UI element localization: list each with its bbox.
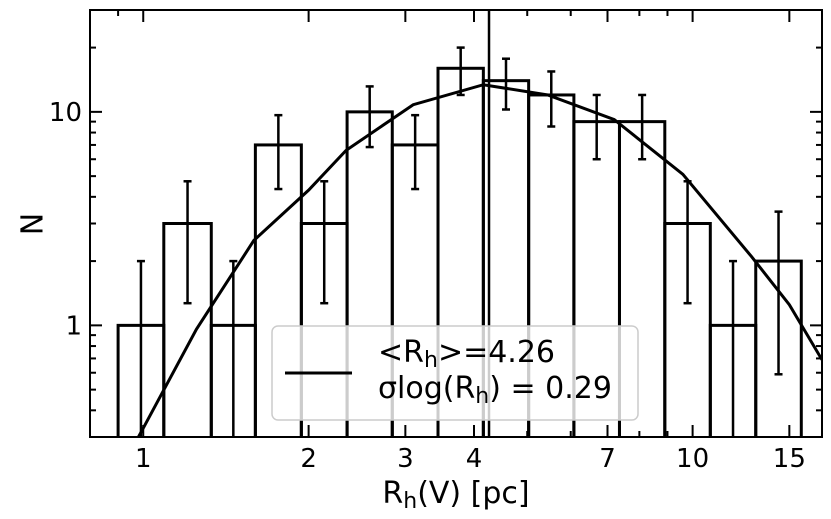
error-bar bbox=[136, 259, 145, 437]
plot-area bbox=[116, 10, 822, 437]
legend-sub: h bbox=[475, 384, 489, 409]
legend-part: σlog(R bbox=[378, 371, 475, 406]
error-bar bbox=[729, 259, 738, 437]
y-tick-label: 10 bbox=[49, 98, 82, 128]
y-axis-label: N bbox=[16, 213, 51, 235]
legend-text: <Rh>=4.26 bbox=[378, 335, 555, 373]
error-bar bbox=[365, 85, 374, 149]
legend: <Rh>=4.26 σlog(Rh) = 0.29 bbox=[271, 325, 639, 421]
error-bar bbox=[456, 46, 465, 97]
error-bar bbox=[638, 93, 647, 161]
error-bar bbox=[229, 259, 238, 437]
legend-part: <R bbox=[378, 335, 424, 370]
x-axis-label: Rh(V) [pc] bbox=[382, 476, 529, 514]
x-label-sub: h bbox=[403, 489, 417, 514]
legend-sub: h bbox=[424, 348, 438, 373]
x-tick-label: 2 bbox=[300, 444, 317, 474]
error-bar bbox=[547, 70, 556, 128]
x-tick-label: 3 bbox=[397, 444, 414, 474]
y-tick-label: 1 bbox=[65, 311, 82, 341]
x-tick-label: 1 bbox=[135, 444, 152, 474]
legend-part: ) = 0.29 bbox=[489, 371, 612, 406]
legend-text: σlog(Rh) = 0.29 bbox=[378, 371, 612, 409]
error-bar bbox=[502, 57, 511, 111]
legend-part: >=4.26 bbox=[438, 335, 555, 370]
error-bar bbox=[592, 93, 601, 161]
fit-curve bbox=[137, 83, 822, 437]
error-bar bbox=[411, 113, 420, 191]
error-bar bbox=[320, 180, 329, 305]
x-tick-label: 4 bbox=[466, 444, 483, 474]
error-bar bbox=[683, 180, 692, 305]
error-bar bbox=[183, 180, 192, 305]
x-label-part: R bbox=[382, 476, 403, 511]
x-tick-label: 10 bbox=[676, 444, 709, 474]
legend-box bbox=[271, 325, 639, 421]
x-tick-label: 7 bbox=[599, 444, 616, 474]
x-label-part: (V) [pc] bbox=[417, 476, 529, 511]
error-bar bbox=[274, 113, 283, 191]
x-tick-label: 15 bbox=[773, 444, 806, 474]
